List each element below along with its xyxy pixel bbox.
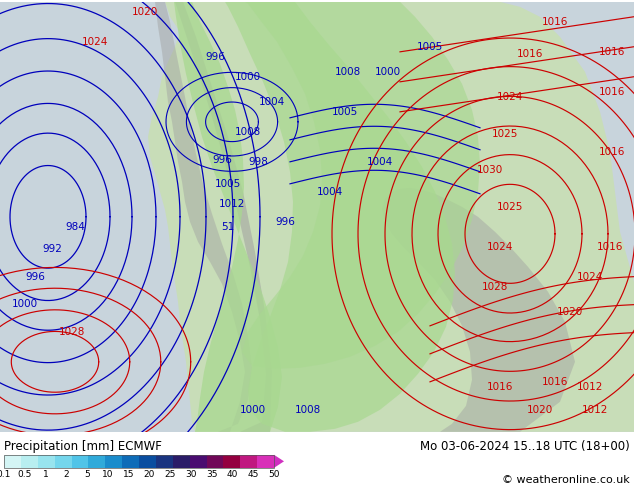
Polygon shape: [274, 455, 284, 468]
Text: 1016: 1016: [517, 49, 543, 59]
Text: 1016: 1016: [487, 382, 513, 392]
Bar: [72, 455, 88, 468]
Bar: [172, 455, 190, 468]
Text: 1016: 1016: [542, 377, 568, 387]
Bar: [4, 455, 21, 468]
Text: 1008: 1008: [335, 67, 361, 77]
Bar: [122, 455, 139, 468]
Bar: [4, 455, 274, 468]
Text: 2: 2: [63, 470, 69, 479]
Text: Mo 03-06-2024 15..18 UTC (18+00): Mo 03-06-2024 15..18 UTC (18+00): [420, 440, 630, 453]
Text: 0.5: 0.5: [18, 470, 32, 479]
Text: 1000: 1000: [375, 67, 401, 77]
Text: 1016: 1016: [598, 147, 625, 157]
Text: 1008: 1008: [295, 405, 321, 415]
Text: 1012: 1012: [582, 405, 608, 415]
Text: 30: 30: [185, 470, 197, 479]
Text: 1012: 1012: [577, 382, 603, 392]
Text: 984: 984: [65, 222, 85, 232]
Polygon shape: [175, 2, 272, 432]
Bar: [240, 455, 257, 468]
Text: 998: 998: [248, 157, 268, 167]
Text: 10: 10: [102, 470, 113, 479]
Text: © weatheronline.co.uk: © weatheronline.co.uk: [502, 475, 630, 485]
Text: 1008: 1008: [235, 127, 261, 137]
Text: 1012: 1012: [219, 199, 245, 209]
Bar: [190, 455, 207, 468]
Polygon shape: [148, 2, 634, 432]
Polygon shape: [174, 2, 282, 432]
Text: 35: 35: [206, 470, 217, 479]
Text: 1000: 1000: [235, 72, 261, 82]
Text: 5: 5: [84, 470, 90, 479]
Bar: [139, 455, 156, 468]
Bar: [257, 455, 274, 468]
Text: 996: 996: [212, 155, 232, 165]
Text: 50: 50: [268, 470, 280, 479]
Text: 51: 51: [221, 222, 235, 232]
Text: 1020: 1020: [132, 7, 158, 17]
Bar: [55, 455, 72, 468]
Text: 1024: 1024: [487, 242, 513, 252]
Text: 0.1: 0.1: [0, 470, 11, 479]
Text: 1: 1: [42, 470, 48, 479]
Polygon shape: [155, 2, 252, 432]
Text: 1024: 1024: [82, 37, 108, 47]
Text: 1004: 1004: [317, 187, 343, 197]
Polygon shape: [225, 2, 455, 432]
Text: 1005: 1005: [215, 179, 241, 189]
Text: 992: 992: [42, 244, 62, 254]
Text: 1004: 1004: [367, 157, 393, 167]
Text: 996: 996: [25, 272, 45, 282]
Bar: [207, 455, 223, 468]
Text: 996: 996: [275, 217, 295, 227]
Text: 1020: 1020: [527, 405, 553, 415]
Text: Precipitation [mm] ECMWF: Precipitation [mm] ECMWF: [4, 440, 162, 453]
Text: 20: 20: [144, 470, 155, 479]
Text: 1016: 1016: [597, 242, 623, 252]
Text: 1024: 1024: [497, 92, 523, 102]
Text: 1000: 1000: [12, 299, 38, 309]
Text: 1005: 1005: [417, 42, 443, 52]
Text: 1020: 1020: [557, 307, 583, 317]
Text: 1004: 1004: [259, 97, 285, 107]
Polygon shape: [382, 188, 575, 432]
Text: 1024: 1024: [577, 272, 603, 282]
Bar: [156, 455, 172, 468]
Text: 15: 15: [123, 470, 134, 479]
Text: 1016: 1016: [598, 87, 625, 97]
Polygon shape: [242, 2, 480, 369]
Text: 1028: 1028: [59, 327, 85, 337]
Text: 1005: 1005: [332, 107, 358, 117]
Bar: [38, 455, 55, 468]
Text: 1025: 1025: [497, 202, 523, 212]
Text: 1030: 1030: [477, 165, 503, 175]
Text: 40: 40: [227, 470, 238, 479]
Text: 45: 45: [247, 470, 259, 479]
Text: 25: 25: [164, 470, 176, 479]
Text: 996: 996: [205, 52, 225, 62]
Bar: [21, 455, 38, 468]
Text: 1028: 1028: [482, 282, 508, 292]
Text: 1000: 1000: [240, 405, 266, 415]
Bar: [105, 455, 122, 468]
Text: 1016: 1016: [598, 47, 625, 57]
Bar: [88, 455, 105, 468]
Text: 1016: 1016: [542, 17, 568, 27]
Bar: [223, 455, 240, 468]
Text: 1025: 1025: [492, 129, 518, 139]
